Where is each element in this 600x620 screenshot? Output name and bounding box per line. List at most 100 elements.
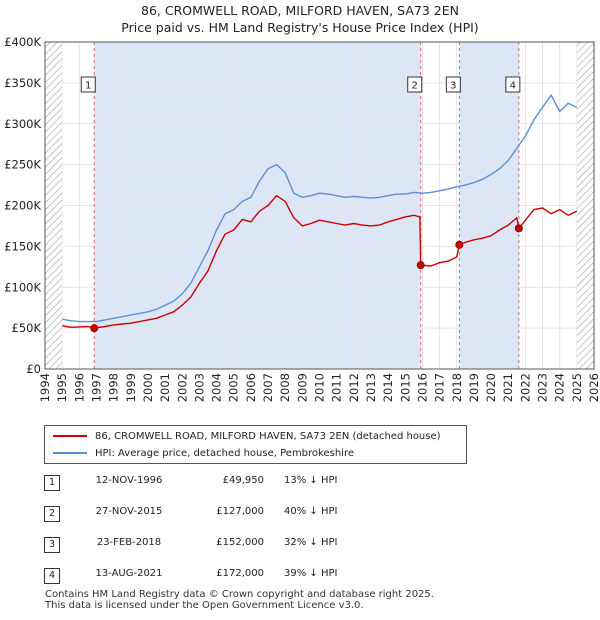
transaction-hpi-diff: 13% ↓ HPI [284,475,338,486]
transaction-number: 1 [44,475,60,491]
x-tick-label: 1997 [89,373,103,402]
x-tick-label: 2023 [536,373,550,402]
transaction-number: 4 [44,568,60,584]
x-axis-tick-labels: 1994 1995 1996 1997 1998 1999 2000 2001 2002 2003… [38,373,600,402]
transaction-label: 4 [510,81,516,92]
legend-label-hpi: HPI: Average price, detached house, Pemb… [95,448,354,459]
y-tick-label: £350K [4,76,41,90]
legend-item-property: 86, CROMWELL ROAD, MILFORD HAVEN, SA73 2… [53,429,441,445]
transaction-date: 27-NOV-2015 [95,506,163,517]
legend: 86, CROMWELL ROAD, MILFORD HAVEN, SA73 2… [44,425,467,464]
x-tick-label: 1996 [72,373,86,402]
y-tick-label: £150K [4,239,41,253]
x-tick-label: 2008 [278,373,292,402]
transaction-row: 2 27-NOV-2015 £127,000 40% ↓ HPI [44,504,464,524]
x-tick-label: 1995 [55,373,69,402]
y-axis-tick-labels: £0 £50K £100K £150K £200K £250K £300K £350K £400… [4,35,41,376]
y-tick-label: £300K [4,117,41,131]
y-tick-label: £100K [4,280,41,294]
hatched-region [45,42,63,369]
x-tick-label: 2000 [141,373,155,402]
transaction-label: 3 [450,81,456,92]
x-tick-label: 2022 [518,373,532,402]
footer-line2: This data is licensed under the Open Gov… [45,600,364,611]
transaction-label: 2 [412,81,418,92]
x-tick-label: 2015 [398,373,412,402]
plot-frame [44,41,595,370]
legend-swatch-property [53,435,87,437]
transaction-dots [90,224,523,333]
y-tick-label: £400K [4,35,41,49]
transaction-hpi-diff: 39% ↓ HPI [284,568,338,579]
x-tick-label: 2004 [210,373,224,402]
chart-title-line2: Price paid vs. HM Land Registry's House … [121,20,479,35]
y-tick-label: £250K [4,158,41,172]
transaction-row: 1 12-NOV-1996 £49,950 13% ↓ HPI [44,473,464,493]
x-tick-label: 2017 [433,373,447,402]
x-tick-label: 2024 [553,373,567,402]
x-tick-label: 2021 [501,373,515,402]
x-tick-label: 2012 [347,373,361,402]
transaction-price: £172,000 [216,568,264,579]
transaction-label-box [505,76,521,93]
transaction-label-box [80,76,96,93]
hpi-line [62,94,578,323]
transaction-label-box [445,76,461,93]
x-tick-label: 1999 [124,373,138,402]
transaction-number: 2 [44,506,60,522]
transaction-date: 13-AUG-2021 [95,568,163,579]
hatched-regions [45,42,594,369]
transaction-dot [455,240,464,249]
x-tick-label: 2018 [450,373,464,402]
transaction-row: 4 13-AUG-2021 £172,000 39% ↓ HPI [44,566,464,586]
legend-swatch-hpi [53,452,87,454]
legend-label-property: 86, CROMWELL ROAD, MILFORD HAVEN, SA73 2… [95,431,441,442]
x-tick-label: 2020 [484,373,498,402]
transaction-date: 12-NOV-1996 [95,475,163,486]
transaction-date: 23-FEB-2018 [96,537,162,548]
transaction-hpi-diff: 40% ↓ HPI [284,506,338,517]
footer-line1: Contains HM Land Registry data © Crown c… [45,589,434,600]
y-tick-label: £0 [26,362,41,376]
transaction-price: £49,950 [222,475,264,486]
y-tick-label: £50K [12,321,42,335]
x-tick-label: 1998 [107,373,121,402]
price-chart: 1 2 3 4 £0 £50K £100K £150K £200K £250K £300K £350… [4,35,600,402]
x-tick-label: 2003 [192,373,206,402]
transaction-hpi-diff: 32% ↓ HPI [284,537,338,548]
transaction-price: £152,000 [216,537,264,548]
x-tick-label: 2011 [330,373,344,402]
transaction-label-boxes: 1 2 3 4 [80,76,521,93]
chart-title: 86, CROMWELL ROAD, MILFORD HAVEN, SA73 2… [0,2,600,36]
x-tick-label: 2009 [295,373,309,402]
x-tick-label: 2014 [381,373,395,402]
x-tick-label: 2002 [175,373,189,402]
x-tick-label: 1994 [38,373,52,402]
x-tick-label: 2006 [244,373,258,402]
transaction-dot [90,324,99,333]
transaction-row: 3 23-FEB-2018 £152,000 32% ↓ HPI [44,535,464,555]
x-tick-label: 2025 [570,373,584,402]
transaction-dot [514,224,523,233]
transaction-label: 1 [85,81,91,92]
x-tick-label: 2019 [467,373,481,402]
hatched-region [576,42,594,369]
x-tick-label: 2016 [415,373,429,402]
y-tick-label: £200K [4,199,41,213]
x-tick-label: 2010 [313,373,327,402]
series-lines [62,94,578,329]
transaction-price: £127,000 [216,506,264,517]
transaction-dot [416,261,425,270]
x-tick-label: 2013 [364,373,378,402]
transaction-number: 3 [44,537,60,553]
transaction-label-box [407,76,423,93]
x-tick-label: 2005 [227,373,241,402]
legend-item-hpi: HPI: Average price, detached house, Pemb… [53,446,354,462]
footer: Contains HM Land Registry data © Crown c… [45,589,434,611]
property-price-line [62,194,578,329]
x-tick-label: 2007 [261,373,275,402]
x-tick-label: 2001 [158,373,172,402]
x-tick-label: 2026 [587,373,600,402]
chart-title-line1: 86, CROMWELL ROAD, MILFORD HAVEN, SA73 2… [141,3,459,18]
transaction-marker-lines [93,42,520,369]
